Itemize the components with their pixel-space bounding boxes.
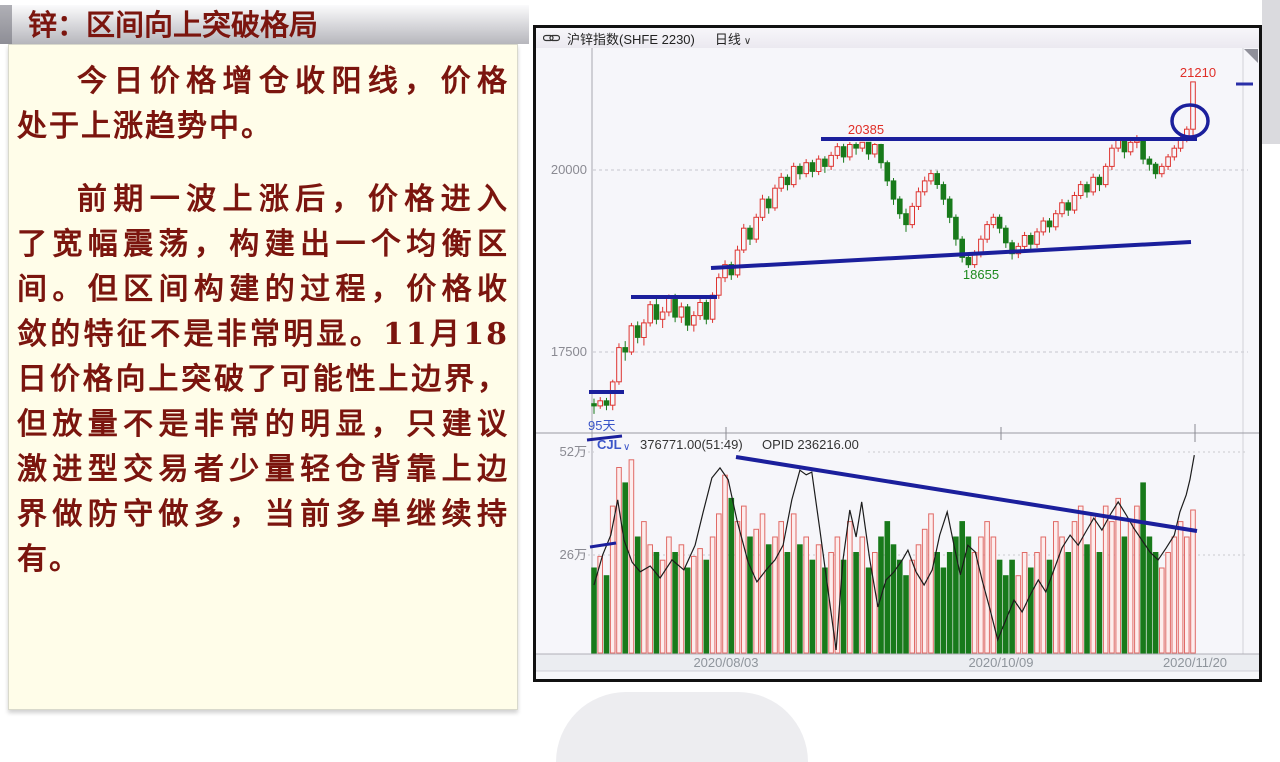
date-tick: 2020/08/03	[693, 655, 758, 670]
text-line: 前期一波上涨后，价格进入	[77, 182, 509, 217]
date-axis-strip	[536, 654, 1259, 671]
text-line: 了宽幅震荡，构建出一个均衡区	[17, 227, 509, 262]
link-icon[interactable]	[543, 33, 560, 43]
chart-header: 沪锌指数(SHFE 2230) 日线 ∨	[536, 28, 1259, 49]
support-price-label: 18655	[963, 267, 999, 282]
resistance-price-label: 20385	[848, 122, 884, 137]
volume-tick-26wan: 26万	[560, 547, 587, 562]
period-dropdown[interactable]: 日线 ∨	[715, 29, 751, 48]
text-line: 今日价格增仓收阳线，价格	[77, 64, 509, 99]
price-tick-17500: 17500	[551, 344, 587, 359]
horizontal-scrollbar[interactable]	[536, 671, 1259, 679]
price-volume-chart: 20000 17500 52万 26万 2020/08/03 2020/10/0…	[536, 48, 1259, 679]
text-line: 但放量不是非常的明显，只建议	[17, 407, 509, 442]
days-count-label: 95天	[588, 418, 615, 433]
decorative-shape	[556, 692, 808, 762]
paragraph-2: 前期一波上涨后，价格进入 了宽幅震荡，构建出一个均衡区 间。但区间构建的过程，价…	[17, 177, 509, 582]
page-title: 锌：区间向上突破格局	[28, 8, 319, 42]
text-line: 间。但区间构建的过程，价格收	[17, 272, 509, 307]
caret-down-icon[interactable]: ∨	[623, 442, 630, 453]
indicator-value: 376771.00(51:49)	[640, 437, 743, 452]
slide-title-bar: 锌：区间向上突破格局	[0, 5, 529, 44]
text-line: 界做防守做多，当前多单继续持	[17, 497, 509, 532]
latest-high-price-label: 21210	[1180, 65, 1216, 80]
indicator-dropdown[interactable]: CJL	[597, 437, 622, 452]
scroll-corner-icon[interactable]	[1244, 49, 1258, 63]
text-line: 敛的特征不是非常明显。11月18	[17, 317, 509, 352]
text-line: 激进型交易者少量轻仓背靠上边	[17, 452, 509, 487]
instrument-title: 沪锌指数(SHFE 2230)	[567, 31, 695, 47]
title-bar-left-cap	[0, 5, 12, 44]
chart-series	[586, 81, 1253, 654]
background-strip	[1262, 0, 1280, 144]
date-tick: 2020/10/09	[968, 655, 1033, 670]
caret-down-icon: ∨	[743, 35, 752, 47]
date-tick: 2020/11/20	[1163, 655, 1227, 670]
period-label: 日线	[714, 31, 741, 47]
text-line: 日价格向上突破了可能性上边界，	[17, 362, 509, 397]
open-interest-value: OPID 236216.00	[762, 437, 859, 452]
paragraph-1: 今日价格增仓收阳线，价格 处于上涨趋势中。	[17, 59, 509, 149]
price-tick-20000: 20000	[551, 162, 587, 177]
text-line: 处于上涨趋势中。	[17, 109, 273, 144]
chart-window: 沪锌指数(SHFE 2230) 日线 ∨	[533, 25, 1262, 682]
analysis-text-card: 今日价格增仓收阳线，价格 处于上涨趋势中。 前期一波上涨后，价格进入 了宽幅震荡…	[8, 44, 518, 710]
volume-tick-52wan: 52万	[560, 444, 587, 459]
text-line: 有。	[17, 542, 81, 577]
